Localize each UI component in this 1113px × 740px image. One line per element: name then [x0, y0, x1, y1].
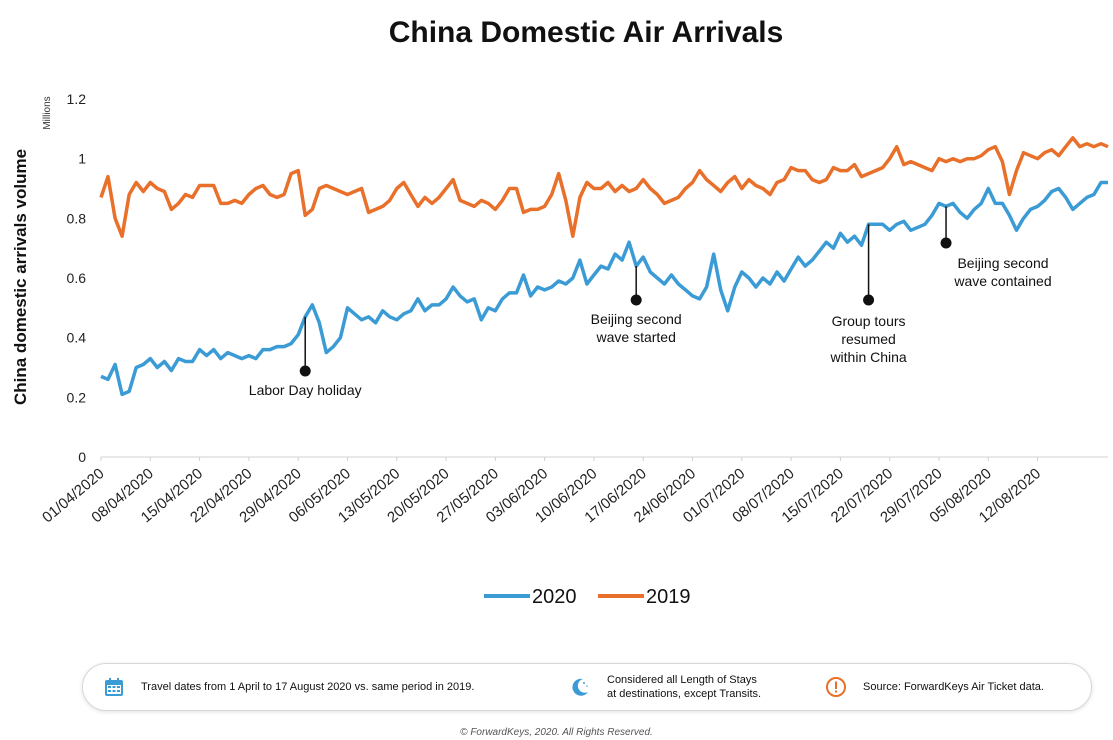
annotation-dot: [299, 365, 311, 377]
annotation-line: resumed: [841, 331, 895, 347]
annotation-line: Labor Day holiday: [249, 382, 362, 398]
y-tick-label: 0.8: [67, 210, 87, 226]
annotation-beijing_start: Beijing second wave started: [591, 311, 682, 345]
annotation-beijing_contained: Beijing second wave contained: [953, 255, 1051, 289]
y-tick-label: 0.4: [67, 330, 87, 346]
annotation-line: Beijing second: [957, 255, 1048, 271]
series-line-2020: [100, 180, 1108, 397]
footer-stays-text: Considered all Length of Stays at destin…: [607, 673, 761, 701]
legend-label-2019: 2019: [646, 586, 691, 608]
footer-item-stays: Considered all Length of Stays at destin…: [569, 664, 761, 710]
calendar-icon: [103, 676, 125, 698]
series-line-2019: [99, 136, 1109, 238]
series-lines: [99, 136, 1109, 397]
footer-item-dates: Travel dates from 1 April to 17 August 2…: [103, 664, 474, 710]
annotation-group_tours: Group tours resumed within China: [829, 313, 906, 365]
annotation-line: wave started: [596, 329, 676, 345]
y-axis-ticks: 0 0.2 0.4 0.6 0.8 1 1.2: [67, 91, 87, 465]
copyright: © ForwardKeys, 2020. All Rights Reserved…: [460, 727, 653, 738]
footer-source-text: Source: ForwardKeys Air Ticket data.: [863, 681, 1044, 693]
y-tick-label: 0: [78, 449, 86, 465]
annotations: Labor Day holiday Beijing second wave star…: [249, 206, 1052, 398]
annotation-labor: Labor Day holiday: [249, 382, 362, 398]
y-tick-label: 1: [78, 151, 86, 167]
legend-label-2020: 2020: [532, 586, 577, 608]
footer-info-bar: Travel dates from 1 April to 17 August 2…: [82, 663, 1092, 711]
chart-title: China Domestic Air Arrivals: [389, 16, 784, 49]
y-tick-label: 0.2: [67, 389, 87, 405]
alert-icon: [825, 676, 847, 698]
x-axis-ticks: 01/04/202008/04/202015/04/202022/04/2020…: [39, 457, 1044, 526]
y-axis-unit: Millions: [42, 96, 53, 129]
annotation-line: wave contained: [953, 273, 1051, 289]
y-tick-label: 1.2: [67, 91, 87, 107]
annotation-dot: [863, 294, 875, 306]
chart: China Domestic Air Arrivals China domest…: [11, 16, 1109, 608]
annotation-dot: [940, 237, 952, 249]
annotation-line: Beijing second: [591, 311, 682, 327]
y-tick-label: 0.6: [67, 270, 87, 286]
footer-stays-line1: Considered all Length of Stays: [607, 674, 757, 686]
moon-icon: [569, 676, 591, 698]
y-axis-label: China domestic arrivals volume: [11, 149, 30, 405]
annotation-dot: [630, 294, 642, 306]
footer-stays-line2: at destinations, except Transits.: [607, 688, 762, 700]
legend: 2020 2019: [484, 586, 691, 608]
annotation-line: within China: [829, 349, 906, 365]
footer-item-source: Source: ForwardKeys Air Ticket data.: [825, 664, 1044, 710]
footer-dates-text: Travel dates from 1 April to 17 August 2…: [141, 681, 475, 693]
annotation-line: Group tours: [832, 313, 906, 329]
